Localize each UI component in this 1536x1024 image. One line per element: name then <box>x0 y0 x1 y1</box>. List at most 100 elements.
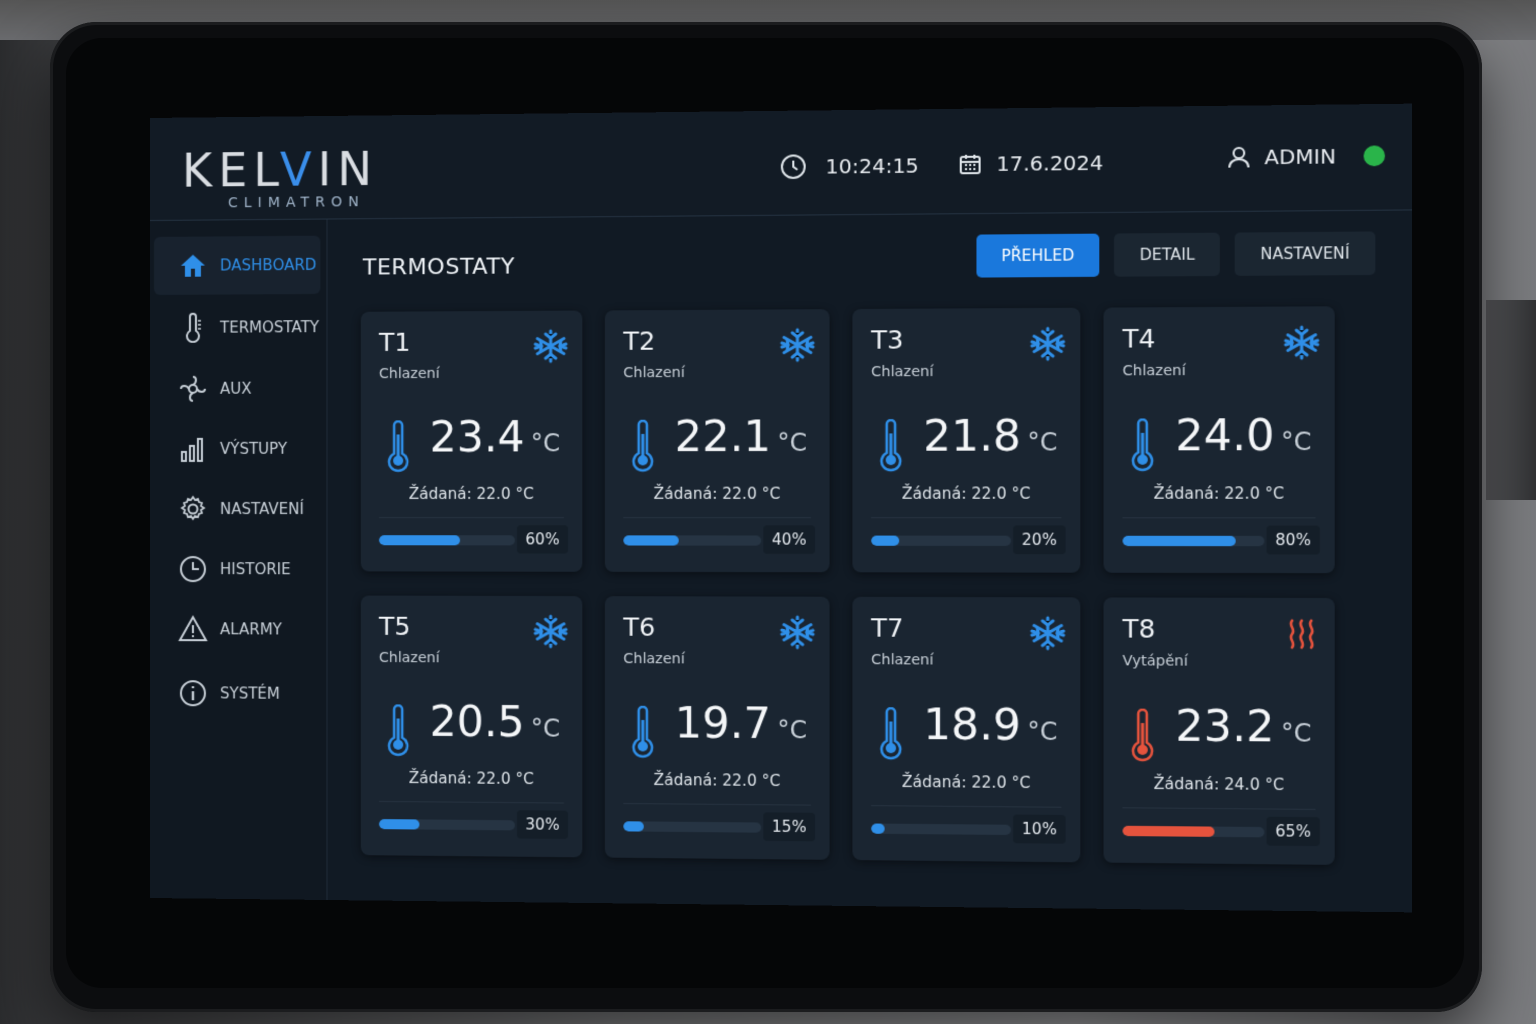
temperature-unit: °C <box>777 429 807 458</box>
thermostat-card-t3[interactable]: T3 Chlazení 21.8 °C Žádaná: 22.0 °C 20% <box>852 308 1080 573</box>
thermometer-icon <box>1127 709 1159 767</box>
info-icon <box>178 678 208 708</box>
tab-prehled[interactable]: PŘEHLED <box>976 234 1099 278</box>
setpoint-label: Žádaná: 22.0 °C <box>605 485 830 503</box>
sidebar-item-label: NASTAVENÍ <box>220 500 304 518</box>
heat-waves-icon <box>1284 616 1320 655</box>
date-display: 17.6.2024 <box>996 150 1103 176</box>
thermostat-card-t1[interactable]: T1 Chlazení 23.4 °C Žádaná: 22.0 °C 60% <box>361 311 583 572</box>
output-progress-bar <box>623 821 761 832</box>
thermostat-id: T2 <box>623 326 655 356</box>
setpoint-label: Žádaná: 22.0 °C <box>1104 484 1335 503</box>
thermometer-icon <box>627 420 658 477</box>
thermometer-icon <box>1127 418 1159 476</box>
output-percent: 40% <box>763 525 815 554</box>
thermostat-mode: Chlazení <box>379 366 440 382</box>
sidebar-item-vystupy[interactable]: VÝSTUPY <box>154 420 320 478</box>
output-progress-bar <box>1122 536 1264 546</box>
current-temperature: 20.5 °C <box>430 697 561 747</box>
snowflake-icon <box>780 328 815 367</box>
current-temperature: 19.7 °C <box>675 698 807 749</box>
thermostat-id: T7 <box>871 613 903 643</box>
setpoint-label: Žádaná: 22.0 °C <box>852 484 1080 503</box>
output-progress-fill <box>1122 826 1214 837</box>
output-progress-fill <box>1122 536 1235 546</box>
touch-screen: KELVIN CLIMATRON 10:24:15 17.6.2024 ADMI… <box>150 104 1412 913</box>
output-progress-bar <box>1122 826 1264 838</box>
thermostat-id: T1 <box>379 328 411 357</box>
thermostat-card-t5[interactable]: T5 Chlazení 20.5 °C Žádaná: 22.0 °C 30% <box>361 596 583 858</box>
snowflake-icon <box>780 615 815 654</box>
snowflake-icon <box>533 614 568 653</box>
thermostat-mode: Chlazení <box>1122 363 1185 380</box>
temperature-unit: °C <box>1281 719 1312 748</box>
sidebar-item-label: VÝSTUPY <box>220 440 287 458</box>
temperature-unit: °C <box>531 714 560 743</box>
output-progress-bar <box>871 823 1011 835</box>
current-temperature: 21.8 °C <box>923 410 1057 460</box>
sidebar-item-dashboard[interactable]: DASHBOARD <box>154 236 320 295</box>
card-divider <box>623 517 811 518</box>
output-progress-fill <box>623 821 644 831</box>
thermostat-card-t6[interactable]: T6 Chlazení 19.7 °C Žádaná: 22.0 °C 15% <box>605 596 830 860</box>
thermostat-mode: Vytápění <box>1122 653 1187 670</box>
output-progress-fill <box>871 823 885 833</box>
output-percent: 80% <box>1267 526 1320 555</box>
main-content: TERMOSTATY PŘEHLED DETAIL NASTAVENÍ T1 C… <box>328 210 1411 912</box>
thermostat-id: T8 <box>1122 614 1155 644</box>
setpoint-label: Žádaná: 22.0 °C <box>852 772 1080 792</box>
tab-nastaveni[interactable]: NASTAVENÍ <box>1235 231 1375 275</box>
sidebar-item-system[interactable]: SYSTÉM <box>154 664 320 723</box>
aux-icon <box>178 374 208 404</box>
clock-icon <box>780 153 807 180</box>
sidebar-item-alarmy[interactable]: ALARMY <box>154 600 320 659</box>
sidebar-item-nastaveni[interactable]: NASTAVENÍ <box>154 480 320 538</box>
warning-icon <box>178 614 208 644</box>
snowflake-icon <box>1284 325 1320 364</box>
current-temperature: 22.1 °C <box>675 411 807 461</box>
output-progress-fill <box>871 536 899 546</box>
setpoint-label: Žádaná: 22.0 °C <box>361 769 583 789</box>
thermostat-mode: Chlazení <box>623 365 684 381</box>
output-percent: 30% <box>517 810 568 839</box>
date: 17.6.2024 <box>959 150 1104 176</box>
thermostat-card-t4[interactable]: T4 Chlazení 24.0 °C Žádaná: 22.0 °C 80% <box>1104 306 1335 573</box>
output-progress-fill <box>623 535 678 545</box>
sidebar-item-label: ALARMY <box>220 620 282 638</box>
output-progress-bar <box>379 819 515 830</box>
setpoint-label: Žádaná: 22.0 °C <box>361 485 583 503</box>
card-divider <box>379 801 564 804</box>
sidebar-item-label: TERMOSTATY <box>220 318 319 337</box>
thermostat-card-t8[interactable]: T8 Vytápění 23.2 °C Žádaná: 24.0 °C 65% <box>1104 597 1335 864</box>
home-icon <box>178 251 208 281</box>
mount-bracket <box>1486 300 1536 500</box>
thermostat-card-t2[interactable]: T2 Chlazení 22.1 °C Žádaná: 22.0 °C 40% <box>605 309 830 572</box>
sidebar-item-historie[interactable]: HISTORIE <box>154 540 320 598</box>
time-display: 10:24:15 <box>825 153 918 178</box>
temperature-unit: °C <box>531 429 560 457</box>
thermostat-id: T6 <box>623 612 655 642</box>
output-percent: 10% <box>1013 815 1065 844</box>
sidebar-item-aux[interactable]: AUX <box>154 359 320 418</box>
setpoint-label: Žádaná: 24.0 °C <box>1104 774 1335 794</box>
brand-subtitle: CLIMATRON <box>228 194 365 211</box>
user-menu[interactable]: ADMIN <box>1226 143 1385 169</box>
current-temperature: 18.9 °C <box>923 699 1057 750</box>
temperature-unit: °C <box>1281 427 1312 456</box>
output-progress-fill <box>379 819 420 829</box>
gear-icon <box>178 494 208 524</box>
temperature-unit: °C <box>777 716 807 745</box>
output-percent: 15% <box>763 812 815 841</box>
thermometer-icon <box>875 707 906 764</box>
tab-detail[interactable]: DETAIL <box>1114 233 1220 277</box>
setpoint-label: Žádaná: 22.0 °C <box>605 770 830 790</box>
sidebar-item-termostaty[interactable]: TERMOSTATY <box>154 298 320 357</box>
thermometer-icon <box>178 313 208 343</box>
snowflake-icon <box>533 329 568 368</box>
output-progress-bar <box>871 536 1011 546</box>
thermostat-mode: Chlazení <box>623 651 684 668</box>
temperature-unit: °C <box>1027 717 1057 746</box>
thermometer-icon <box>383 704 413 761</box>
output-progress-bar <box>379 535 515 545</box>
thermostat-card-t7[interactable]: T7 Chlazení 18.9 °C Žádaná: 22.0 °C 10% <box>852 597 1080 863</box>
